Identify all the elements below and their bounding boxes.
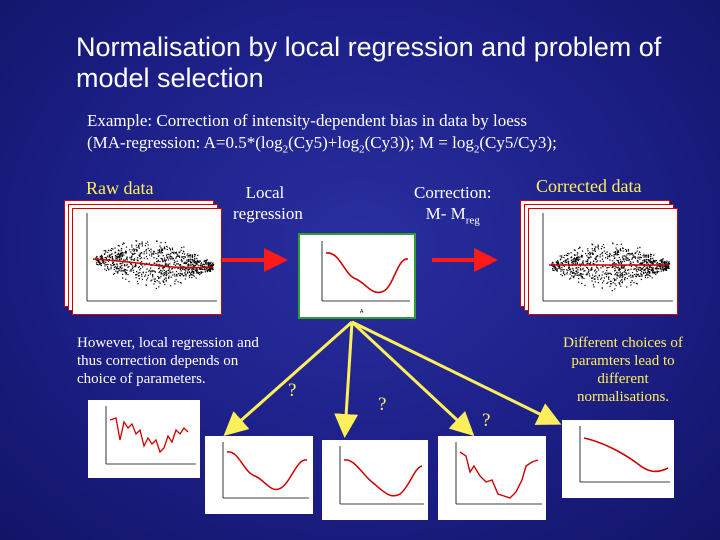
local-regression-plot: A (298, 233, 416, 319)
example-line-2: (MA-regression: A=0.5*(log2(Cy5)+log2(Cy… (87, 133, 557, 156)
question-mark-1: ? (288, 380, 297, 401)
local-regression-curve: A (321, 241, 410, 315)
slide-title: Normalisation by local regression and pr… (76, 32, 662, 93)
fit-plot-4 (438, 436, 546, 520)
arrow-to-regression (222, 248, 288, 272)
question-mark-3: ? (482, 410, 491, 431)
fit-plot-2 (205, 436, 313, 514)
corrected-scatter (542, 213, 673, 302)
parameter-note: However, local regression and thus corre… (77, 335, 259, 387)
arrow-to-correction (432, 248, 498, 272)
fit-curve-5 (579, 426, 670, 483)
fit-plot-3 (322, 440, 428, 520)
fit-plot-5 (562, 420, 674, 498)
fit-curve-1 (105, 406, 196, 465)
question-mark-2: ? (378, 394, 387, 415)
corrected-data-plot (528, 208, 678, 315)
arrow-choice-2 (334, 321, 359, 438)
arrow-choice-3 (350, 320, 475, 437)
fit-curve-2 (222, 442, 309, 499)
fit-curve-3 (339, 446, 424, 505)
raw-data-label: Raw data (86, 178, 154, 198)
example-line-1: Example: Correction of intensity-depende… (87, 111, 527, 130)
raw-data-plot (72, 208, 222, 315)
local-regression-label: Local regression (233, 183, 303, 223)
raw-data-scatter (86, 213, 217, 302)
fit-plot-1 (88, 400, 200, 478)
different-choices-note: Different choices of paramters lead to d… (563, 335, 683, 405)
corrected-data-label: Corrected data (536, 176, 642, 196)
svg-text:A: A (360, 309, 364, 315)
example-text: Example: Correction of intensity-depende… (87, 110, 707, 160)
fit-curve-4 (455, 442, 542, 505)
correction-label: Correction: M- Mreg (414, 183, 492, 227)
